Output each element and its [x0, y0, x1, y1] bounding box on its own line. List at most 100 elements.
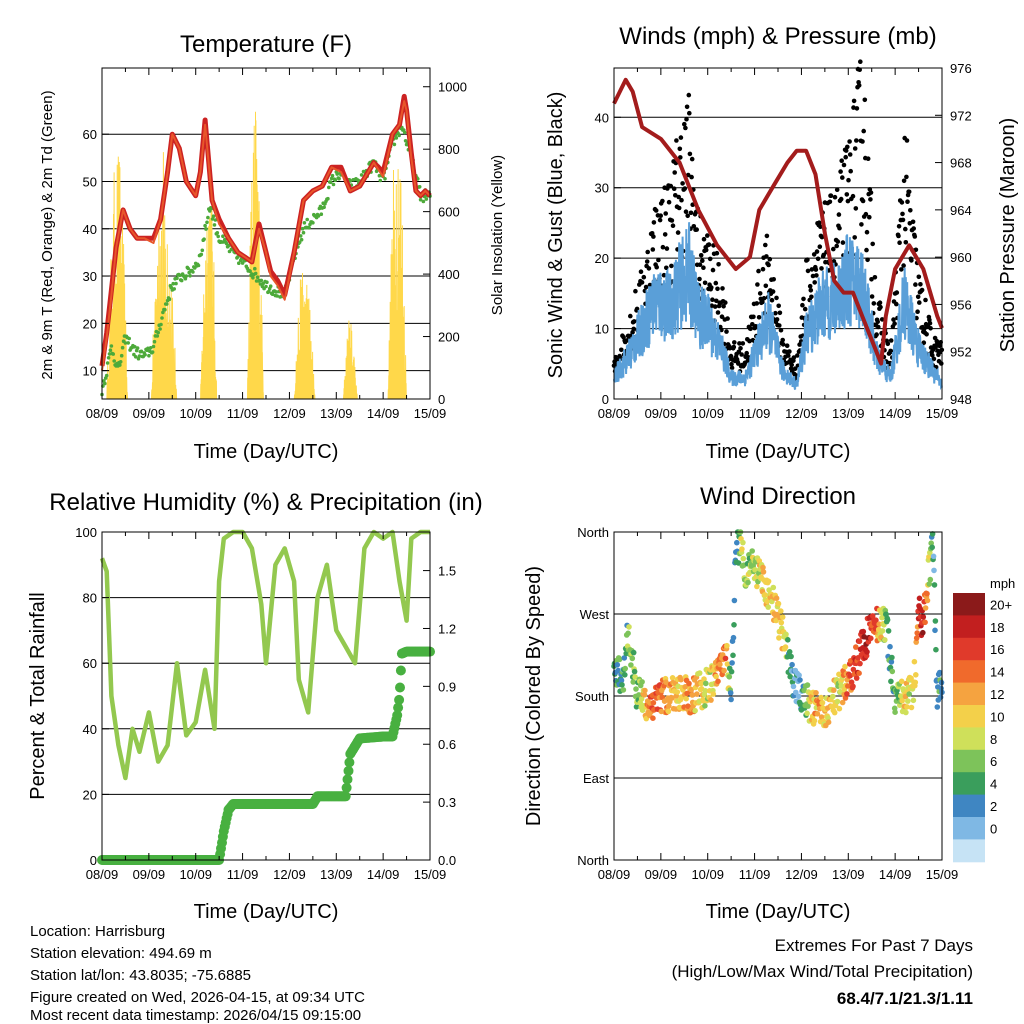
gust-point — [815, 256, 821, 262]
speed-legend-label: 2 — [990, 799, 997, 814]
temperature-2m-series — [101, 100, 431, 371]
direction-point — [726, 674, 733, 680]
gust-point — [694, 227, 699, 232]
precip-point — [395, 665, 406, 676]
direction-point — [786, 649, 793, 655]
dewpoint-point — [328, 180, 333, 184]
dewpoint-point — [103, 381, 107, 386]
gust-point — [771, 277, 776, 282]
gust-point — [821, 252, 826, 258]
extremes-subtitle: (High/Low/Max Wind/Total Precipitation) — [672, 962, 973, 981]
dewpoint-point — [102, 379, 106, 383]
winds-x-tick-label: 12/09 — [785, 406, 818, 421]
direction-point — [713, 673, 719, 680]
direction-point — [926, 554, 932, 560]
gust-point — [903, 240, 909, 245]
gust-point — [860, 139, 865, 144]
solar-insolation-day — [293, 272, 316, 400]
direction-point — [779, 614, 786, 620]
direction-point — [920, 614, 927, 620]
direction-point — [729, 660, 735, 666]
speed-legend-swatch — [953, 772, 985, 796]
temperature-y-tick-label: 20 — [83, 316, 97, 331]
direction-point — [787, 673, 793, 680]
dewpoint-point — [424, 197, 429, 201]
dewpoint-point — [156, 330, 160, 335]
direction-y-tick-label: North — [577, 525, 609, 540]
dewpoint-point — [191, 270, 195, 274]
direction-y-tick-label: West — [580, 607, 610, 622]
direction-point — [669, 675, 676, 681]
direction-point — [728, 668, 735, 675]
dewpoint-point — [163, 307, 167, 312]
speed-legend: mph 20+ 18 16 14 12 10 8 6 4 2 0 — [953, 576, 1015, 863]
dewpoint-point — [123, 341, 128, 345]
direction-point — [834, 698, 841, 705]
direction-point — [908, 704, 915, 711]
station-latlon: Station lat/lon: 43.8035; -75.6885 — [30, 967, 251, 984]
direction-point — [674, 689, 681, 695]
humidity-precip-series — [97, 646, 435, 865]
direction-point — [929, 544, 935, 551]
direction-point — [678, 676, 684, 683]
gust-point — [750, 322, 755, 327]
gust-point — [834, 187, 840, 192]
direction-point — [892, 709, 898, 715]
dewpoint-point — [333, 178, 338, 182]
gust-point — [874, 332, 879, 337]
direction-point — [752, 567, 758, 573]
gust-point — [643, 284, 649, 290]
direction-x-tick-label: 11/09 — [739, 867, 771, 882]
dewpoint-point — [200, 248, 205, 253]
gust-point — [658, 213, 663, 218]
dewpoint-point — [337, 176, 341, 181]
temperature-y-tick-label: 50 — [83, 174, 97, 189]
direction-point — [622, 665, 628, 672]
direction-point — [830, 693, 836, 700]
direction-point — [789, 661, 795, 668]
dewpoint-point — [319, 212, 324, 216]
temperature-x-tick-label: 08/09 — [86, 406, 119, 421]
gust-point — [754, 301, 760, 306]
humidity-y-tick-label: 0 — [90, 853, 97, 868]
gust-point — [840, 240, 846, 245]
gust-point — [662, 232, 668, 237]
dewpoint-point — [104, 373, 109, 378]
gust-point — [927, 321, 933, 326]
dewpoint-point — [253, 271, 258, 276]
gust-point — [901, 263, 906, 268]
gust-point — [668, 183, 674, 189]
winds-y2-tick-label: 972 — [950, 108, 972, 123]
direction-point — [905, 698, 911, 704]
gust-point — [778, 327, 784, 333]
dewpoint-point — [237, 261, 241, 266]
direction-point — [831, 709, 838, 716]
direction-y-axis-label: Direction (Colored By Speed) — [523, 566, 545, 826]
gust-point — [770, 289, 776, 294]
temperature-y2-tick-label: 400 — [438, 267, 460, 282]
direction-point — [850, 666, 857, 673]
direction-x-tick-label: 14/09 — [879, 867, 912, 882]
dewpoint-point — [137, 354, 142, 358]
gust-point — [916, 274, 922, 280]
station-pressure-line — [612, 77, 944, 366]
gust-point — [663, 211, 668, 216]
gust-point — [885, 341, 891, 347]
temperature-y2-tick-label: 600 — [438, 205, 460, 220]
gust-point — [656, 257, 661, 263]
direction-point — [903, 709, 909, 716]
temperature-y2-tick-label: 0 — [438, 392, 445, 407]
gust-point — [809, 294, 814, 300]
gust-point — [792, 366, 798, 372]
direction-point — [650, 700, 657, 706]
winds-ticks: 08/09 09/09 10/09 11/09 12/09 13/09 14/09 15/09… — [595, 61, 972, 421]
gust-point — [673, 193, 678, 198]
gust-point — [838, 196, 844, 202]
humidity-y2-tick-label: 0.3 — [438, 795, 456, 810]
gust-point — [678, 135, 684, 140]
dewpoint-point — [150, 350, 155, 354]
gust-point — [691, 224, 697, 229]
direction-point — [785, 637, 791, 643]
gust-point — [892, 321, 897, 326]
humidity-y2-tick-label: 0.6 — [438, 737, 456, 752]
